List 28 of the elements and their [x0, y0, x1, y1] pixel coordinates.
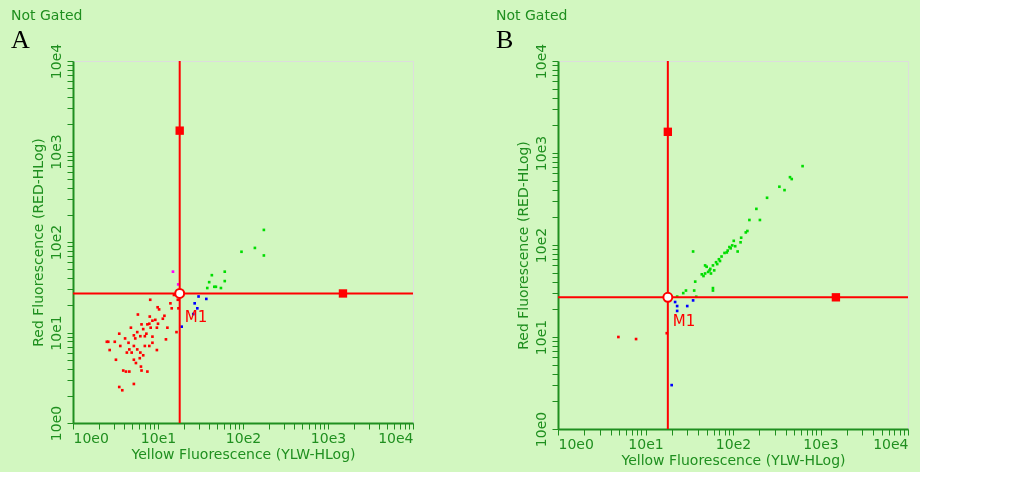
x-axis-title: Yellow Fluorescence (YLW-HLog) — [620, 451, 846, 468]
x-tick-label: 10e4 — [378, 429, 414, 446]
y-tick-label: 10e1 — [532, 319, 549, 356]
y-tick-label: 10e2 — [532, 227, 549, 264]
chart-title: Not Gated — [496, 7, 568, 23]
x-tick-label: 10e2 — [715, 435, 752, 452]
y-tick-label: 10e4 — [532, 43, 549, 80]
y-tick-label: 10e2 — [47, 224, 64, 261]
x-tick-label: 10e1 — [140, 429, 177, 446]
x-tick-label: 10e4 — [873, 435, 909, 452]
chart-title: Not Gated — [11, 7, 83, 23]
x-axis-title: Yellow Fluorescence (YLW-HLog) — [130, 445, 356, 462]
x-tick-label: 10e1 — [628, 435, 664, 452]
annotation: M1 — [672, 312, 696, 331]
x-tick-label: 10e0 — [558, 435, 594, 452]
y-tick-label: 10e1 — [47, 315, 64, 351]
y-axis-title: Red Fluorescence (RED-HLog) — [29, 138, 46, 347]
text: A — [11, 25, 30, 54]
y-tick-label: 10e4 — [47, 43, 64, 80]
y-tick-label: 10e3 — [47, 134, 64, 170]
annotation: M1 — [184, 308, 208, 327]
y-axis-title: Red Fluorescence (RED-HLog) — [514, 141, 531, 350]
y-tick-label: 10e3 — [532, 135, 549, 172]
x-tick-label: 10e3 — [310, 429, 347, 446]
text: B — [496, 25, 514, 54]
x-tick-label: 10e0 — [73, 429, 109, 446]
x-tick-label: 10e3 — [803, 435, 839, 452]
x-tick-label: 10e2 — [225, 429, 262, 446]
